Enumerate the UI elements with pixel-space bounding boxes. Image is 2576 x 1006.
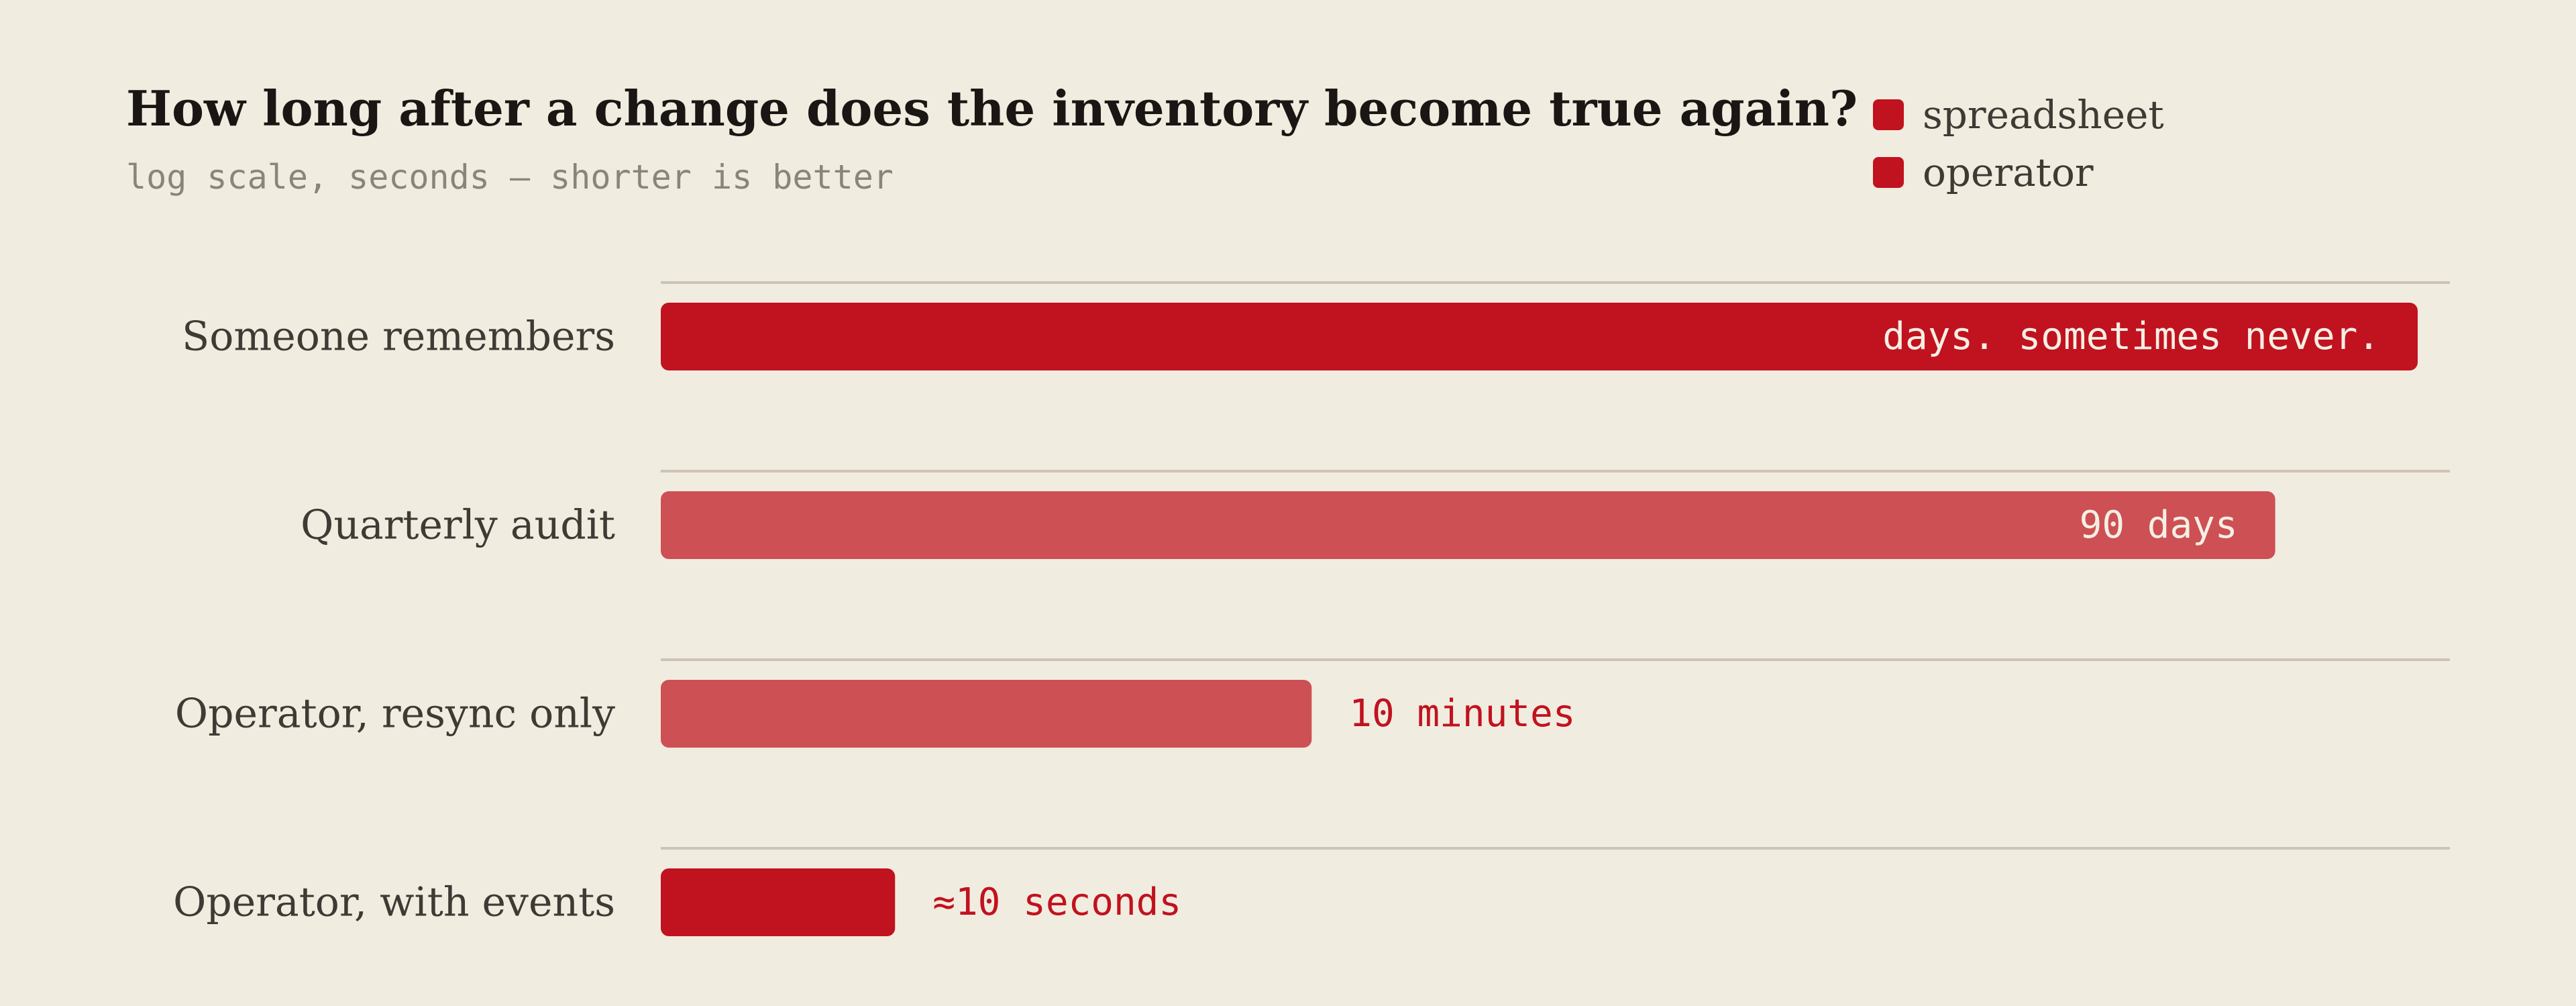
- data-label: days. sometimes never.: [1882, 315, 2380, 358]
- legend-swatch-spreadsheet: [1873, 99, 1904, 130]
- chart-title: How long after a change does the invento…: [126, 80, 1858, 137]
- legend: spreadsheet operator: [1873, 86, 2164, 201]
- data-label: ≈10 seconds: [932, 881, 1181, 924]
- bar: [661, 680, 1312, 748]
- legend-label-spreadsheet: spreadsheet: [1923, 92, 2164, 138]
- legend-item-spreadsheet: spreadsheet: [1873, 86, 2164, 144]
- category-label: Someone remembers: [182, 313, 615, 360]
- data-label: 90 days: [2080, 503, 2238, 547]
- chart-subtitle: log scale, seconds — shorter is better: [126, 158, 894, 197]
- bar: [661, 491, 2275, 559]
- legend-item-operator: operator: [1873, 144, 2164, 201]
- legend-swatch-operator: [1873, 157, 1904, 188]
- data-label: 10 minutes: [1349, 692, 1575, 736]
- category-label: Operator, resync only: [175, 691, 615, 738]
- category-label: Quarterly audit: [301, 502, 615, 549]
- bar: [661, 303, 2418, 370]
- legend-label-operator: operator: [1923, 150, 2094, 195]
- category-label: Operator, with events: [173, 879, 615, 926]
- bar: [661, 868, 896, 936]
